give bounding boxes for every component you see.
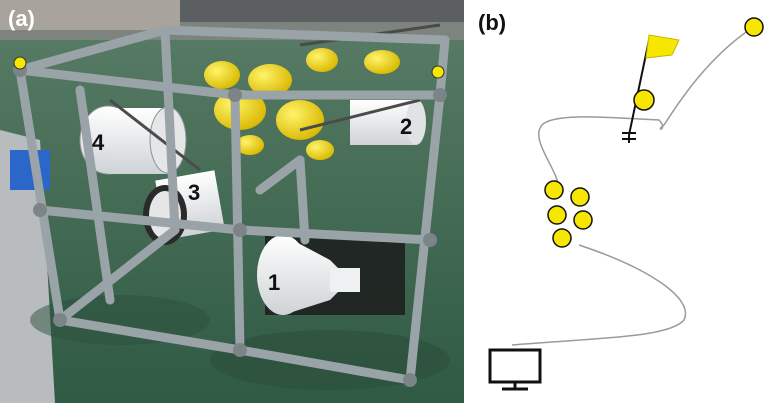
mooring-frame-photo: 1 2 3 4 (a) [0, 0, 464, 403]
instrument-number-4: 4 [92, 130, 105, 155]
panel-label-a: (a) [8, 6, 35, 31]
photo-panel: 1 2 3 4 (a) [0, 0, 464, 403]
frame-joints [13, 63, 447, 387]
mooring-schematic: (b) [478, 10, 764, 391]
instrument-1 [257, 235, 405, 315]
computer-monitor-icon [488, 348, 542, 391]
instrument-2 [350, 99, 426, 145]
schematic-panel: (b) [464, 0, 766, 403]
end-buoy-icon [744, 17, 764, 37]
instrument-number-2: 2 [400, 114, 412, 139]
float-cluster-icon [544, 180, 593, 248]
instrument-number-1: 1 [268, 270, 280, 295]
aluminum-frame [15, 25, 450, 385]
anchor-icon [622, 132, 636, 140]
buoy-icon [633, 89, 655, 111]
yellow-floats [204, 48, 400, 160]
mooring-line [511, 27, 753, 346]
panel-label-b: (b) [478, 10, 506, 35]
instrument-number-3: 3 [188, 180, 200, 205]
surface-flag-icon [628, 34, 680, 143]
